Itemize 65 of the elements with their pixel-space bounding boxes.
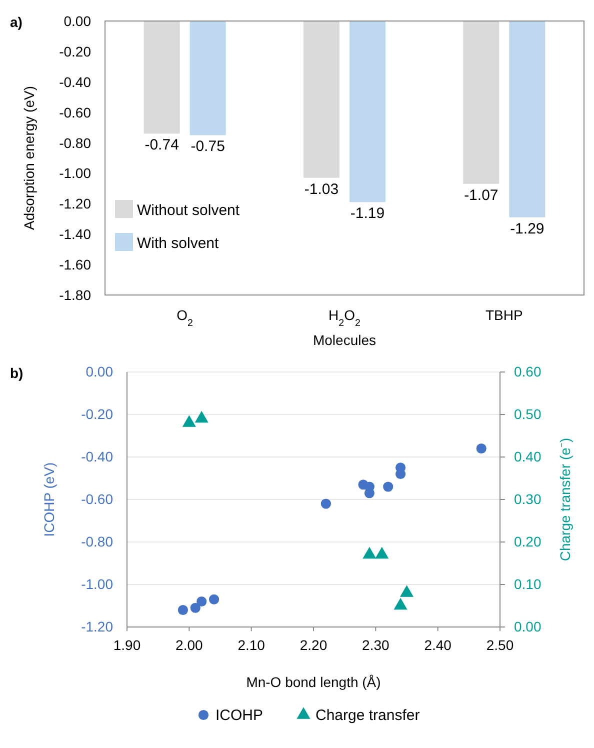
data-label: -1.07: [464, 186, 498, 204]
y-tick-label: -1.40: [59, 226, 92, 242]
data-label: -1.29: [510, 220, 544, 238]
y-tick-label: 0.00: [86, 363, 114, 380]
point: [208, 594, 220, 604]
y-tick-label: -1.20: [81, 618, 114, 634]
x-tick-label: 2.20: [300, 636, 328, 653]
y-tick-label: -0.40: [81, 448, 114, 464]
legend-label: ICOHP: [216, 707, 264, 724]
y2-tick-label: 0.30: [514, 490, 542, 507]
y-axis-title: ICOHP (eV): [41, 462, 57, 537]
y2-tick-label: 0.10: [514, 576, 542, 592]
legend-label: With solvent: [137, 235, 220, 252]
point: [364, 488, 374, 498]
point: [182, 415, 196, 427]
legend-label: Without solvent: [137, 202, 240, 219]
y2-tick-label: 0.00: [514, 618, 542, 634]
x-tick-label: 2.10: [238, 636, 266, 653]
data-label: -1.03: [304, 180, 339, 198]
y-tick-label: -1.80: [59, 287, 92, 303]
x-tick-label: 2.30: [362, 636, 390, 653]
y-tick-label: 0.00: [64, 13, 92, 29]
y-tick-label: -0.40: [59, 74, 92, 90]
chart-title: a): [10, 14, 22, 30]
point: [362, 546, 376, 559]
x-tick-label: 1.90: [113, 636, 141, 653]
point: [476, 443, 486, 454]
x-tick-label: 2.50: [486, 636, 514, 653]
x-axis-title: Mn-O bond length (Å): [246, 674, 381, 690]
y2-tick-label: 0.40: [514, 448, 542, 464]
y-tick-label: -0.60: [59, 104, 92, 120]
x-tick-label: 2.40: [424, 636, 452, 653]
point: [400, 585, 414, 597]
y2-axis-title: Charge transfer (e⁻): [557, 438, 573, 562]
y-tick-label: -0.20: [59, 43, 92, 60]
point: [320, 498, 331, 509]
legend-label: Charge transfer: [316, 707, 420, 724]
point: [394, 598, 408, 610]
chart-title: b): [10, 365, 24, 381]
y-tick-label: -0.20: [81, 406, 114, 422]
point: [190, 602, 200, 613]
y2-tick-label: 0.20: [514, 533, 542, 550]
y-tick-label: -0.80: [81, 533, 114, 550]
point: [375, 546, 389, 559]
point: [194, 410, 208, 423]
data-label: -0.74: [144, 136, 179, 154]
x-axis-title: Molecules: [312, 332, 376, 348]
y-tick-label: -1.20: [59, 196, 92, 212]
x-tick-label: O$_{2}$: [176, 307, 194, 328]
y2-tick-label: 0.60: [514, 363, 542, 380]
point: [383, 482, 394, 492]
y2-tick-label: 0.50: [514, 406, 542, 422]
y-tick-label: -1.00: [59, 165, 92, 182]
y-tick-label: -0.80: [59, 134, 92, 151]
x-tick-label: 2.00: [176, 636, 204, 653]
y-tick-label: -0.60: [81, 490, 114, 507]
x-tick-label: H$_{2}$O$_{2}$: [328, 307, 360, 328]
point: [178, 604, 188, 616]
y-tick-label: -1.00: [81, 576, 114, 592]
data-label: -1.19: [350, 205, 385, 222]
point: [196, 596, 207, 607]
y-axis-title: Adsorption energy (eV): [21, 86, 37, 230]
y-tick-label: -1.60: [59, 256, 92, 273]
data-label: -0.75: [190, 138, 225, 156]
x-tick-label: TBHP: [485, 307, 523, 323]
